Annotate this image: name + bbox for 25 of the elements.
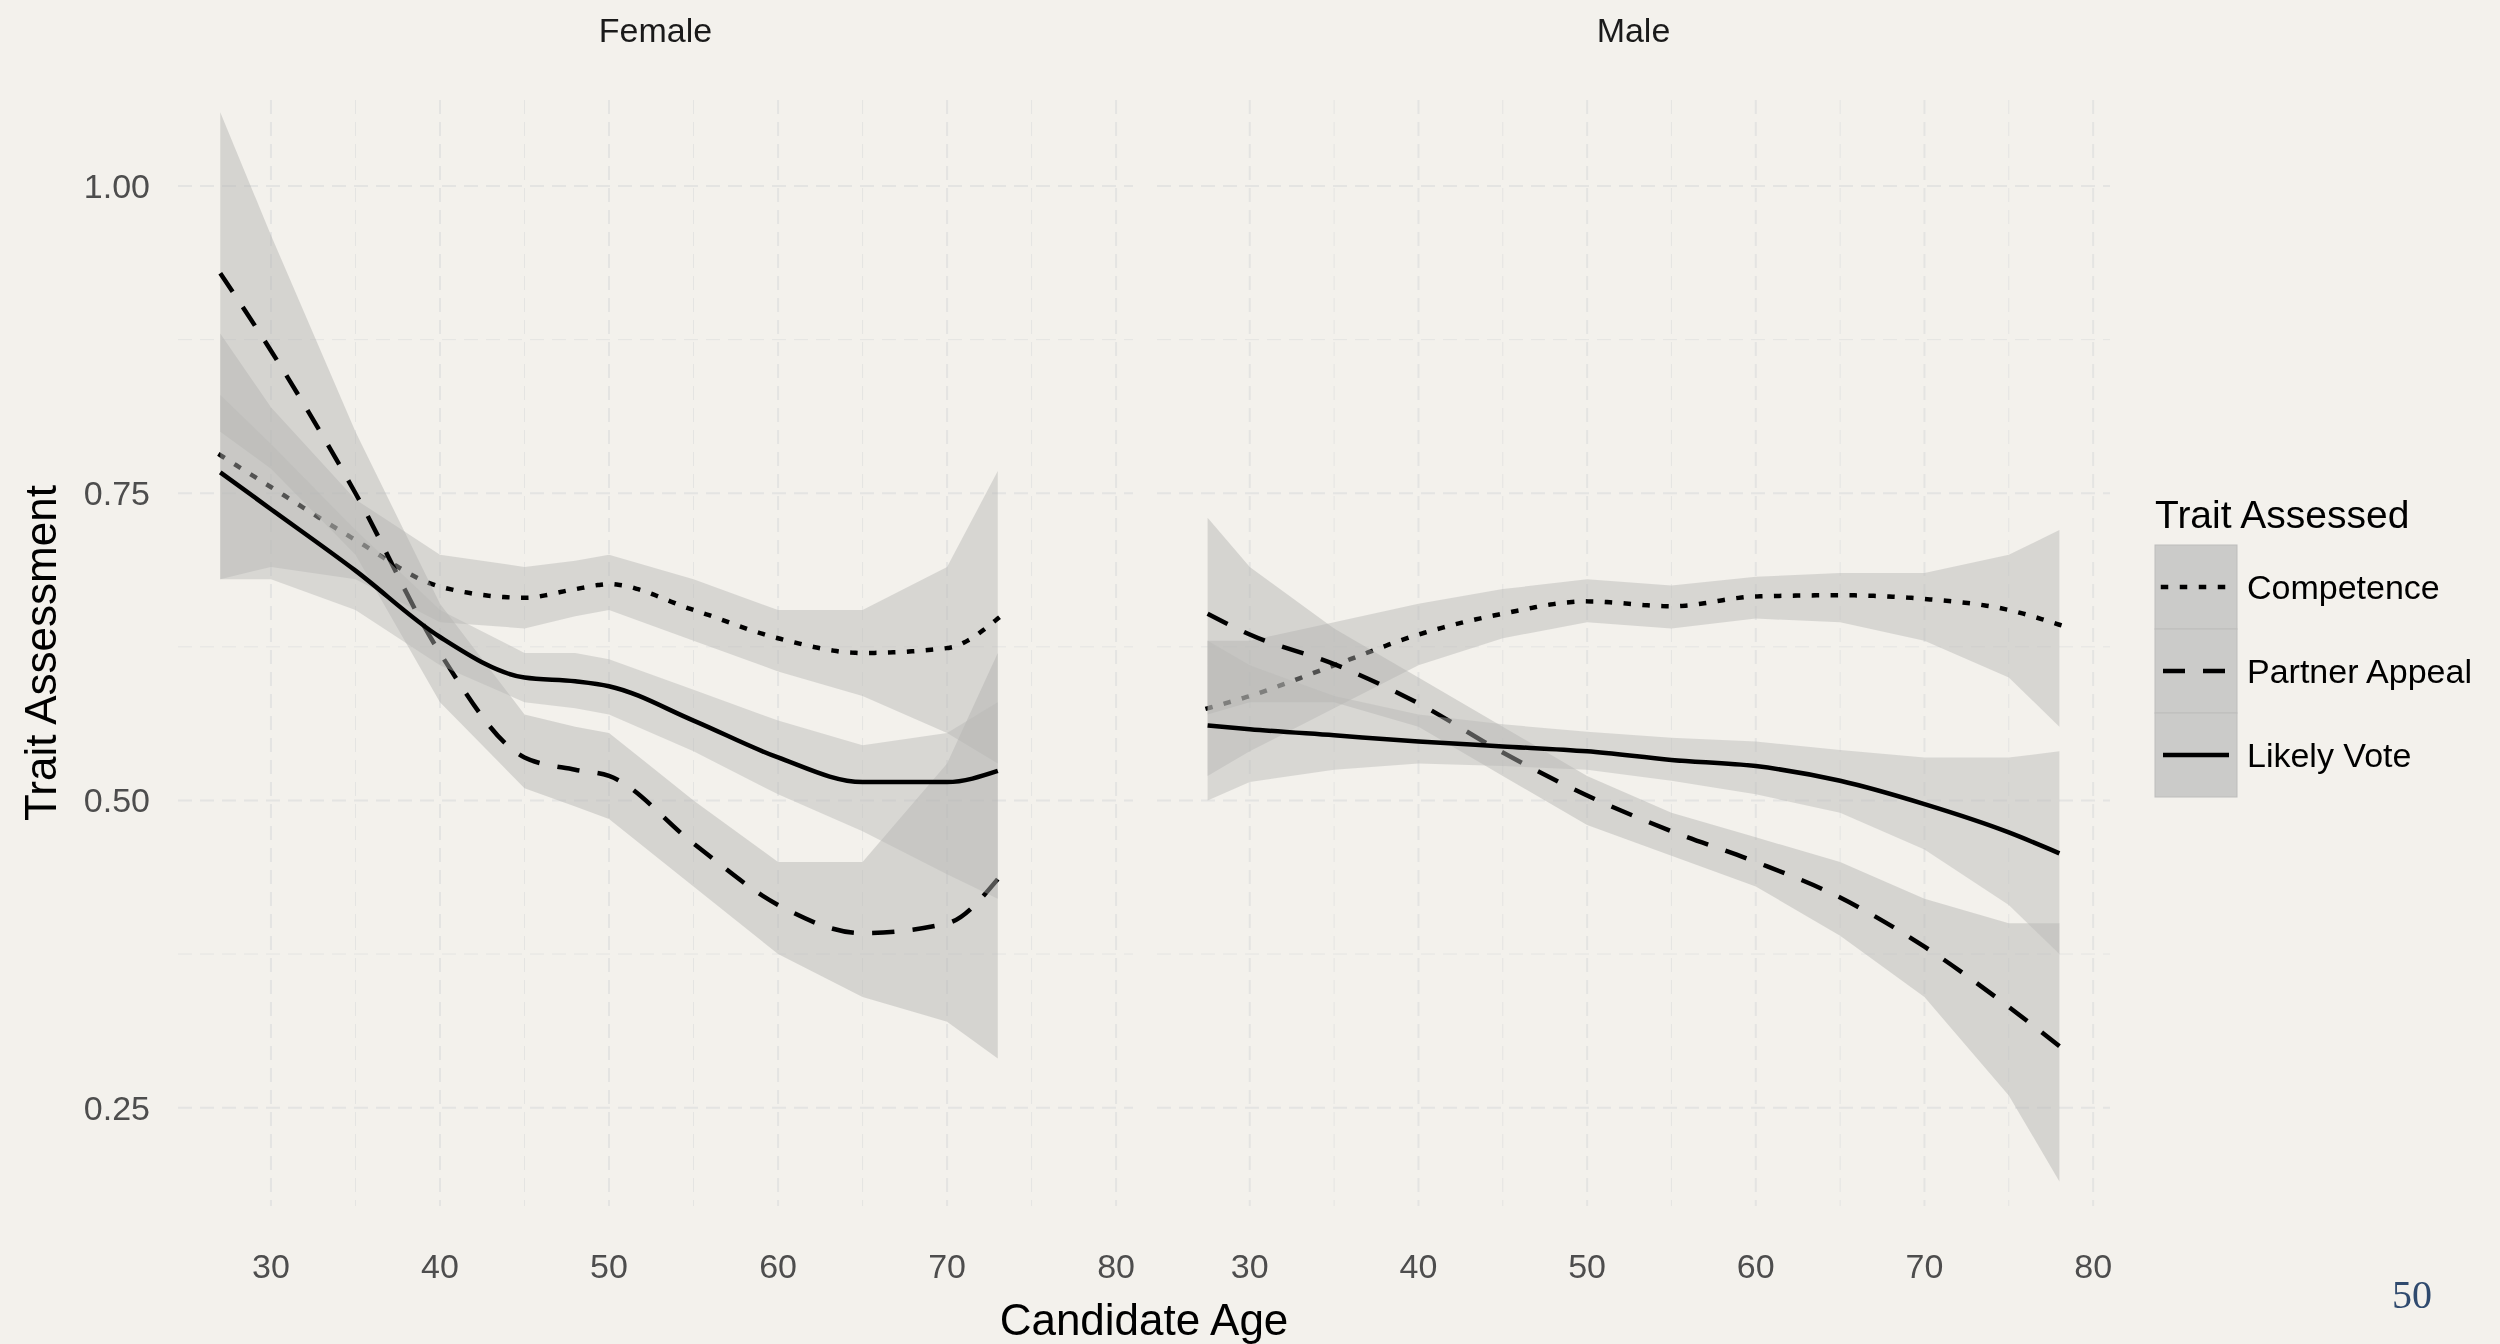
y-axis-title: Trait Assessment <box>16 485 65 821</box>
line-series <box>218 271 1001 936</box>
x-tick-label: 50 <box>1568 1247 1607 1285</box>
x-tick-label: 70 <box>928 1247 966 1285</box>
x-tick-label: 60 <box>759 1247 797 1285</box>
y-tick-label: 0.75 <box>83 474 150 513</box>
x-tick-label: 70 <box>1905 1247 1944 1285</box>
x-tick-label: 80 <box>2074 1247 2113 1285</box>
x-tick-label: 50 <box>590 1247 628 1285</box>
x-tick-label: 60 <box>1736 1247 1775 1285</box>
x-tick-label: 80 <box>1097 1247 1136 1285</box>
x-axis-title: Candidate Age <box>999 1295 1289 1344</box>
legend-label: Likely Vote <box>2247 735 2412 774</box>
y-tick-label: 0.50 <box>83 781 150 820</box>
chart-title: Male <box>1596 11 1671 49</box>
y-tick-label: 1.00 <box>83 166 150 205</box>
y-tick-label: 0.25 <box>83 1088 150 1127</box>
x-tick-label: 40 <box>421 1247 459 1285</box>
x-tick-label: 40 <box>1399 1247 1438 1285</box>
legend-label: Partner Appeal <box>2247 651 2472 690</box>
chart-title: Female <box>598 11 713 49</box>
x-tick-label: 30 <box>1230 1247 1269 1285</box>
x-tick-label: 30 <box>252 1247 290 1285</box>
legend-label: Competence <box>2247 567 2440 606</box>
legend-title: Trait Assessed <box>2155 493 2410 536</box>
